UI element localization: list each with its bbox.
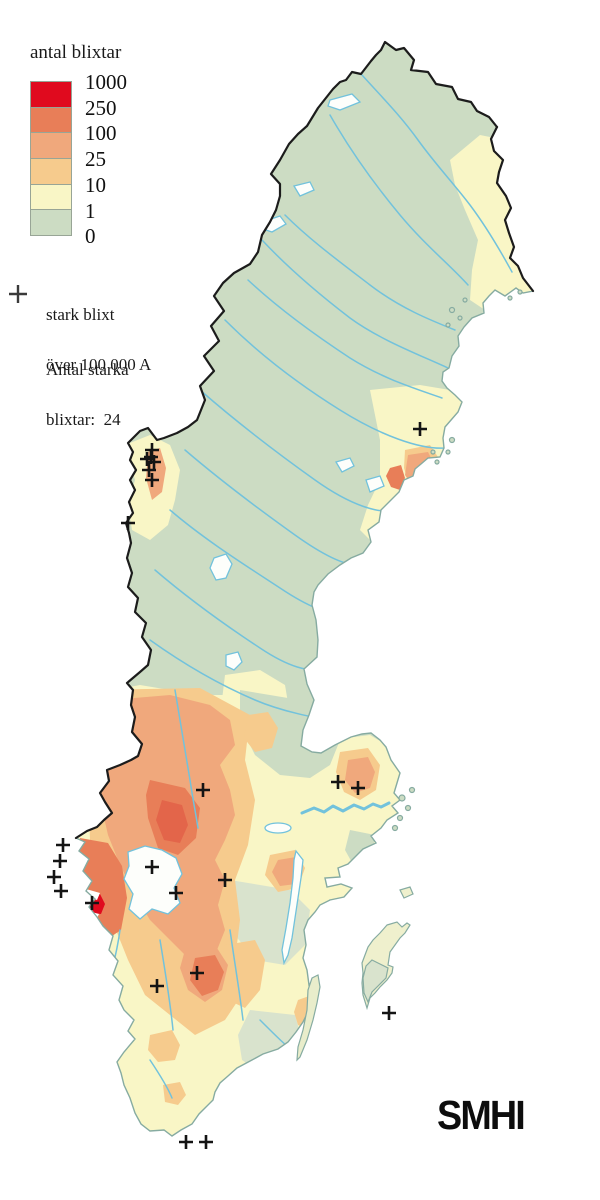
strong-count-line2: blixtar: 24 [46, 409, 121, 429]
strong-lightning-marker [150, 979, 164, 993]
island-oland [296, 974, 321, 1062]
strong-lightning-marker [331, 775, 345, 789]
strong-lightning-marker [218, 873, 232, 887]
strong-lightning-marker [47, 870, 61, 884]
band-100-dark-region [156, 800, 188, 843]
strong-lightning-marker [413, 422, 427, 436]
strong-lightning-marker [54, 884, 68, 898]
land-borders [74, 40, 535, 840]
smhi-logo: SMHI [437, 1092, 526, 1138]
legend-swatch [30, 209, 72, 237]
island-faro [399, 886, 414, 899]
legend-swatch [30, 158, 72, 185]
strong-lightning-marker [85, 896, 99, 910]
strong-lightning-marker [121, 516, 135, 530]
legend-tick-label: 25 [85, 147, 106, 172]
strong-lightning-marker [179, 1135, 193, 1149]
legend-tick-label: 100 [85, 121, 117, 146]
strong-lightning-marker [53, 854, 67, 868]
strong-count-value: 24 [103, 409, 121, 429]
strong-lightning-marker [190, 966, 204, 980]
strong-lightning-marker-icon [9, 285, 27, 303]
strong-lightning-label: stark blixt över 100 000 A [46, 274, 151, 406]
island-gotland-south [362, 959, 389, 1004]
strong-lightning-marker [196, 783, 210, 797]
legend-tick-label: 1 [85, 198, 96, 223]
legend-tick-label: 250 [85, 95, 117, 120]
strong-lightning-marker [199, 1135, 213, 1149]
legend-color-scale [30, 81, 72, 237]
strong-lightning-marker [351, 781, 365, 795]
legend-swatch [30, 132, 72, 160]
legend-title: antal blixtar [30, 42, 122, 63]
legend-swatch [30, 183, 72, 211]
legend-swatch [30, 106, 72, 134]
legend-tick-label: 0 [85, 224, 96, 249]
legend-tick-label: 10 [85, 172, 106, 197]
archipelago-islets [391, 289, 523, 832]
strong-lightning-marker [142, 463, 156, 477]
strong-lightning-line2: över 100 000 A [46, 354, 152, 374]
strong-lightning-line1: stark blixt [46, 305, 115, 324]
strong-count-line1: Antal starka [46, 360, 129, 379]
legend-swatch [30, 81, 72, 108]
legend-tick-label: 1000 [85, 70, 127, 94]
islands [296, 289, 523, 1062]
strong-lightning-count: Antal starka blixtar: 24 [46, 329, 129, 461]
strong-lightning-marker [382, 1006, 396, 1020]
strong-lightning-marker [144, 450, 158, 464]
strong-lightning-marker [56, 838, 70, 852]
strong-lightning-markers [47, 422, 427, 1149]
strong-lightning-marker [169, 886, 183, 900]
strong-lightning-marker [145, 860, 159, 874]
strong-lightning-marker [145, 473, 159, 487]
